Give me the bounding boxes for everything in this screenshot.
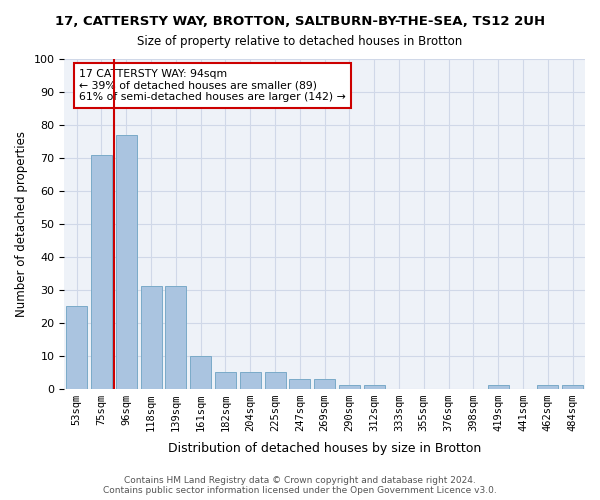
Bar: [364, 385, 385, 388]
Bar: [166, 286, 187, 388]
Text: Size of property relative to detached houses in Brotton: Size of property relative to detached ho…: [137, 35, 463, 48]
Bar: [488, 385, 509, 388]
Bar: [116, 135, 137, 388]
Text: Contains HM Land Registry data © Crown copyright and database right 2024.
Contai: Contains HM Land Registry data © Crown c…: [103, 476, 497, 495]
Bar: [265, 372, 286, 388]
Bar: [562, 385, 583, 388]
Y-axis label: Number of detached properties: Number of detached properties: [15, 131, 28, 317]
X-axis label: Distribution of detached houses by size in Brotton: Distribution of detached houses by size …: [168, 442, 481, 455]
Bar: [537, 385, 559, 388]
Bar: [339, 385, 360, 388]
Bar: [289, 378, 310, 388]
Bar: [140, 286, 161, 388]
Bar: [190, 356, 211, 388]
Bar: [240, 372, 261, 388]
Bar: [91, 154, 112, 388]
Bar: [66, 306, 87, 388]
Text: 17, CATTERSTY WAY, BROTTON, SALTBURN-BY-THE-SEA, TS12 2UH: 17, CATTERSTY WAY, BROTTON, SALTBURN-BY-…: [55, 15, 545, 28]
Bar: [314, 378, 335, 388]
Bar: [215, 372, 236, 388]
Text: 17 CATTERSTY WAY: 94sqm
← 39% of detached houses are smaller (89)
61% of semi-de: 17 CATTERSTY WAY: 94sqm ← 39% of detache…: [79, 69, 346, 102]
